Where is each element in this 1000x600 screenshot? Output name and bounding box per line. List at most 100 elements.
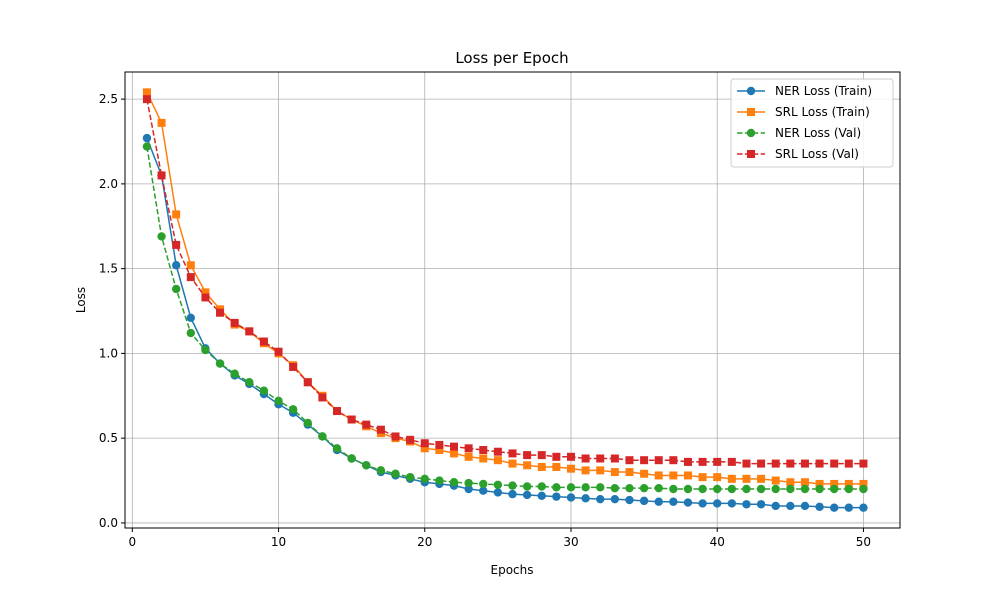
data-point — [215, 359, 225, 368]
data-point — [844, 503, 854, 512]
data-point — [186, 313, 196, 322]
data-point — [771, 476, 780, 485]
data-point — [552, 462, 561, 471]
data-point — [815, 479, 824, 488]
data-point — [508, 459, 517, 468]
data-point — [347, 454, 356, 463]
data-point — [698, 473, 707, 482]
data-point — [786, 501, 795, 511]
series-line-ner-loss-val — [146, 146, 864, 490]
data-point — [800, 478, 809, 487]
data-point — [171, 284, 181, 294]
data-point — [376, 425, 385, 434]
series-ner-loss-val — [142, 142, 868, 494]
data-point — [640, 469, 649, 478]
data-point — [727, 474, 736, 483]
data-point — [771, 484, 780, 494]
data-point — [625, 495, 634, 505]
data-point — [698, 499, 707, 508]
data-point — [289, 362, 298, 371]
data-point — [654, 497, 663, 506]
data-point — [786, 478, 795, 487]
data-point — [786, 459, 795, 468]
data-point — [859, 459, 868, 468]
data-point — [581, 483, 590, 492]
data-point — [303, 378, 312, 387]
data-point — [274, 396, 283, 406]
data-point — [405, 472, 415, 482]
series-layer — [142, 88, 868, 512]
data-point — [157, 118, 166, 127]
data-point — [406, 435, 415, 444]
data-point — [479, 454, 488, 463]
plot-area — [124, 71, 901, 529]
data-point — [186, 261, 195, 270]
data-point — [683, 498, 693, 507]
data-point — [552, 452, 561, 461]
data-point — [771, 459, 780, 468]
data-point — [508, 449, 517, 458]
data-point — [742, 500, 751, 509]
data-point — [566, 452, 575, 461]
data-point — [537, 451, 546, 460]
x-tick-label: 50 — [856, 535, 871, 549]
data-point — [713, 457, 722, 466]
data-point — [756, 484, 766, 494]
data-point — [420, 474, 429, 484]
data-point — [391, 469, 400, 478]
y-tick-label: 2.5 — [99, 92, 118, 106]
data-point — [610, 494, 620, 504]
data-point — [727, 457, 736, 466]
x-tick-label: 10 — [271, 535, 286, 549]
series-ner-loss-train — [142, 133, 868, 512]
data-point — [435, 446, 444, 455]
data-point — [464, 444, 473, 453]
data-point — [464, 484, 473, 494]
data-point — [829, 484, 839, 494]
data-point — [172, 240, 181, 249]
data-point — [362, 461, 371, 470]
data-point — [596, 483, 605, 492]
data-point — [537, 482, 546, 491]
data-point — [201, 293, 210, 302]
data-point — [654, 456, 663, 465]
data-point — [669, 484, 678, 494]
x-tick-label: 20 — [417, 535, 432, 549]
data-point — [142, 88, 151, 97]
data-point — [581, 454, 590, 463]
data-point — [581, 494, 590, 503]
data-point — [450, 442, 459, 451]
data-point — [610, 483, 620, 493]
data-point — [172, 210, 181, 219]
y-tick-label: 0.0 — [99, 516, 118, 530]
data-point — [610, 454, 619, 463]
data-point — [815, 502, 824, 512]
data-point — [859, 479, 868, 488]
data-point — [654, 471, 663, 480]
data-point — [450, 449, 459, 458]
data-point — [362, 420, 371, 429]
data-point — [508, 481, 517, 490]
data-point — [669, 471, 678, 480]
data-point — [698, 457, 707, 466]
legend-label: SRL Loss (Train) — [775, 105, 870, 119]
legend-marker — [746, 86, 756, 96]
data-point — [742, 459, 751, 468]
data-point — [479, 446, 488, 455]
data-point — [713, 484, 722, 494]
data-point — [800, 459, 809, 468]
data-point — [713, 473, 722, 482]
data-point — [566, 483, 576, 492]
data-point — [230, 369, 239, 378]
x-axis-label: Epochs — [491, 563, 534, 577]
data-point — [508, 489, 517, 499]
legend-label: NER Loss (Train) — [775, 84, 872, 98]
legend-item: SRL Loss (Val) — [737, 147, 859, 161]
axis-ticks: 0 10 20 30 40 50 0.0 0.5 1.0 1.5 2.0 2.5 — [99, 92, 871, 549]
legend-marker — [746, 128, 756, 138]
data-point — [318, 393, 327, 402]
data-point — [830, 479, 839, 488]
x-tick-label: 40 — [710, 535, 725, 549]
legend-marker — [747, 108, 755, 116]
data-point — [610, 468, 619, 477]
